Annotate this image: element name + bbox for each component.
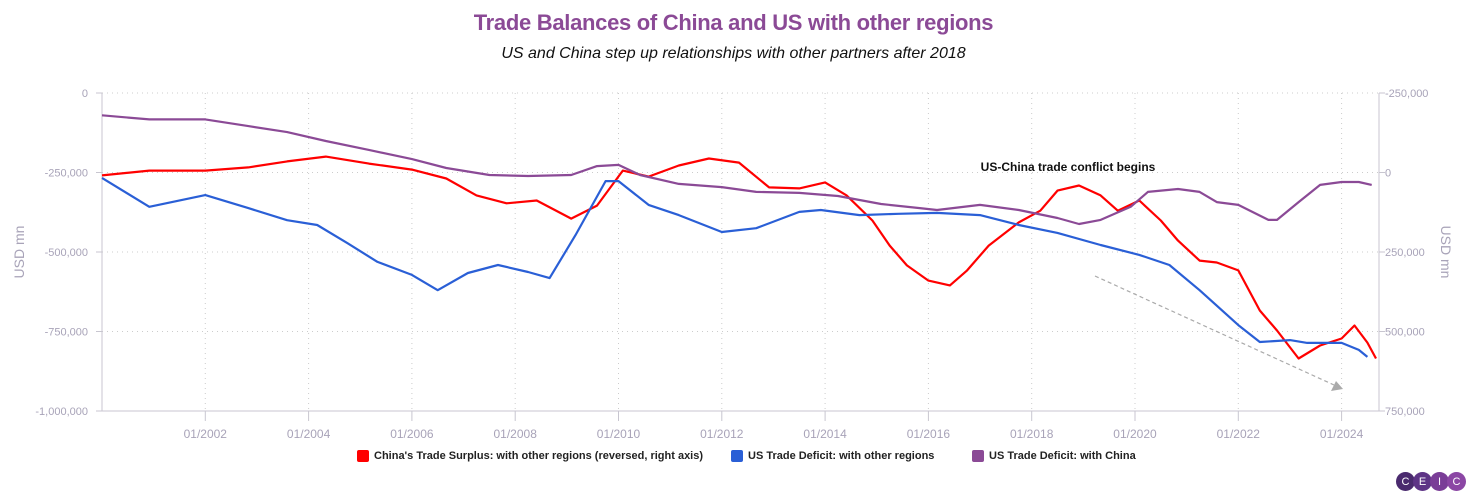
x-tick-label: 01/2008 [494,427,538,441]
x-tick-label: 01/2002 [184,427,228,441]
annotation-text: US-China trade conflict begins [981,160,1156,174]
x-tick-label: 01/2010 [597,427,641,441]
legend-label: US Trade Deficit: with China [989,450,1136,462]
x-tick-label: 01/2018 [1010,427,1054,441]
legend-item-us-other[interactable]: US Trade Deficit: with other regions [731,450,934,462]
x-tick-label: 01/2020 [1113,427,1157,441]
legend-label: US Trade Deficit: with other regions [748,450,935,462]
chart-subtitle: US and China step up relationships with … [501,45,966,62]
us-deficit-other-line [101,176,1369,358]
us-deficit-china-line [101,114,1372,226]
logo-letter: C [1396,472,1415,491]
x-tick-label: 01/2016 [907,427,951,441]
legend-label: China's Trade Surplus: with other region… [374,450,704,462]
right-tick-label: -250,000 [1385,88,1428,100]
left-tick-label: -1,000,000 [35,406,88,418]
left-tick-label: -500,000 [45,247,88,259]
trend-arrow-head [1331,381,1343,391]
right-tick-label: 0 [1385,168,1391,180]
left-tick-label: -750,000 [45,327,88,339]
x-tick-label: 01/2006 [390,427,434,441]
right-tick-label: 500,000 [1385,327,1425,339]
left-tick-label: 0 [82,88,88,100]
x-tick-label: 01/2014 [803,427,847,441]
right-axis-label: USD mn [1438,226,1454,279]
legend-swatch [731,450,743,462]
legend-swatch [357,450,369,462]
logo-letter: C [1447,472,1466,491]
left-axis-label: USD mn [11,226,27,279]
right-tick-label: 250,000 [1385,247,1425,259]
x-tick-label: 01/2022 [1217,427,1261,441]
trend-arrow-line [1094,275,1335,386]
x-tick-label: 01/2024 [1320,427,1364,441]
x-tick-label: 01/2012 [700,427,744,441]
logo-letter: I [1430,472,1449,491]
legend-swatch [972,450,984,462]
china-surplus-line [101,155,1377,360]
legend-item-us-china[interactable]: US Trade Deficit: with China [972,450,1136,462]
left-tick-label: -250,000 [45,168,88,180]
right-tick-label: 750,000 [1385,406,1425,418]
logo-letter: E [1413,472,1432,491]
legend: China's Trade Surplus: with other region… [0,450,1467,466]
x-tick-label: 01/2004 [287,427,331,441]
chart-title: Trade Balances of China and US with othe… [473,10,994,35]
legend-item-china-surplus[interactable]: China's Trade Surplus: with other region… [357,450,703,462]
